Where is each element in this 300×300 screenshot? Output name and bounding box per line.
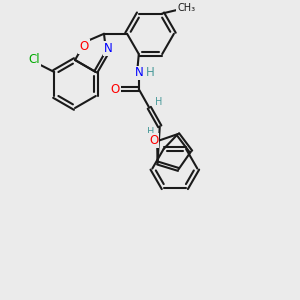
Text: O: O	[80, 40, 89, 53]
Text: N: N	[103, 42, 112, 55]
Text: H: H	[147, 127, 154, 137]
Text: CH₃: CH₃	[177, 3, 195, 14]
Text: Cl: Cl	[28, 52, 40, 66]
Text: N: N	[134, 66, 143, 80]
Text: O: O	[149, 134, 158, 147]
Text: O: O	[111, 82, 120, 96]
Text: H: H	[154, 97, 162, 107]
Text: H: H	[146, 66, 154, 80]
